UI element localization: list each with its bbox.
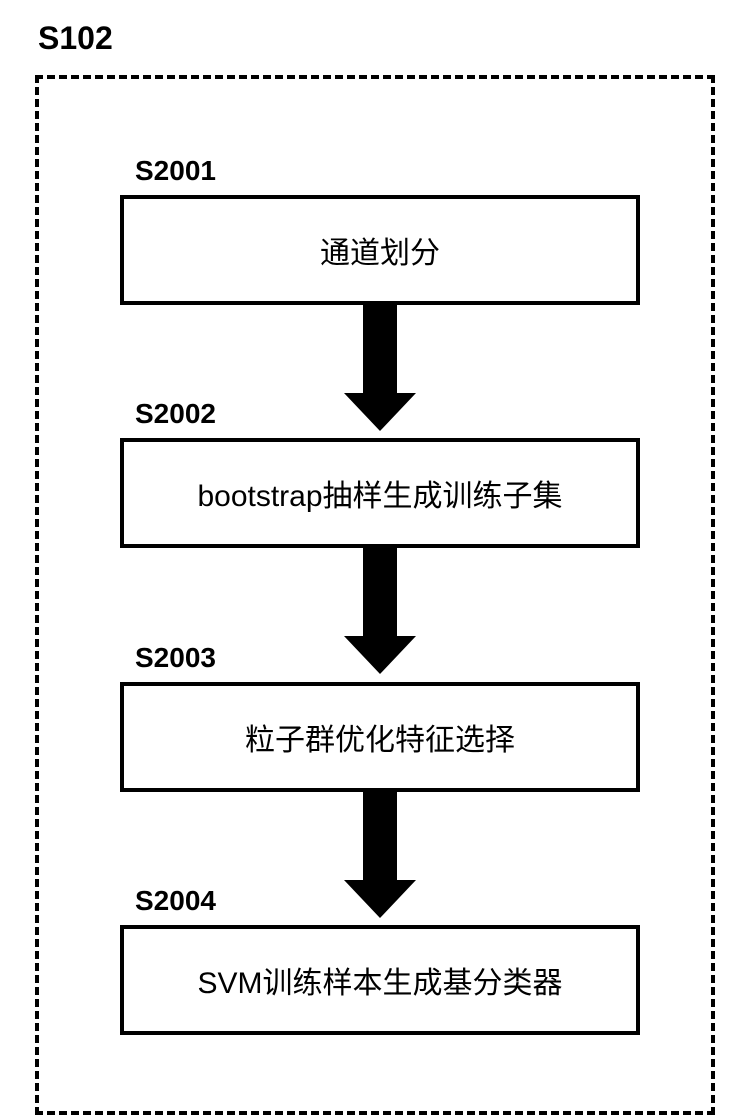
- arrow-down-3: [344, 792, 416, 920]
- arrow-down-2: [344, 548, 416, 676]
- step-label-s2002: S2002: [135, 398, 216, 430]
- arrow-down-1: [344, 305, 416, 433]
- step-box-s2002: bootstrap抽样生成训练子集: [120, 438, 640, 548]
- step-text-s2002: bootstrap抽样生成训练子集: [197, 471, 562, 515]
- step-label-s2001: S2001: [135, 155, 216, 187]
- step-box-s2004: SVM训练样本生成基分类器: [120, 925, 640, 1035]
- step-text-s2004: SVM训练样本生成基分类器: [197, 958, 562, 1002]
- step-label-s2004: S2004: [135, 885, 216, 917]
- outer-label: S102: [38, 20, 113, 57]
- step-box-s2003: 粒子群优化特征选择: [120, 682, 640, 792]
- step-label-s2003: S2003: [135, 642, 216, 674]
- step-text-s2001: 通道划分: [320, 228, 440, 272]
- step-text-s2003: 粒子群优化特征选择: [245, 715, 515, 759]
- step-box-s2001: 通道划分: [120, 195, 640, 305]
